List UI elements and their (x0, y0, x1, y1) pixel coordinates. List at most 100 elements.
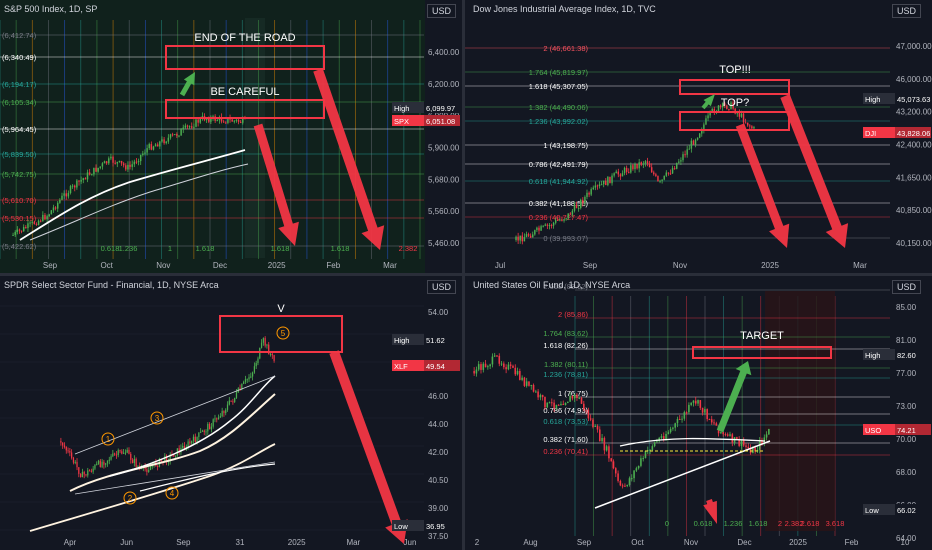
candle-body (78, 467, 80, 474)
candle-body (60, 441, 62, 443)
xlf-x-tick: Apr (64, 538, 77, 547)
xlf-high-badge-label: High (394, 336, 409, 345)
candle-body (707, 115, 709, 119)
dji-fib-label: 2 (46,661.38) (543, 44, 588, 53)
candle-body (120, 160, 123, 164)
candle-body (217, 417, 220, 420)
candle-body (640, 458, 642, 466)
candle-body (674, 423, 676, 428)
candle-body (612, 461, 615, 469)
candle-body (52, 207, 55, 211)
uso-x-tick: Aug (523, 538, 537, 547)
candle-body (208, 118, 210, 122)
uso-target-box (692, 346, 832, 359)
dji-annotation-top-question: TOP? (721, 97, 750, 109)
uso-annotation-target: TARGET (740, 330, 784, 342)
candle-body (680, 160, 682, 162)
candle-body (732, 102, 734, 109)
candle-body (246, 379, 248, 381)
spx-annotation-be-careful: BE CAREFUL (210, 86, 279, 98)
uso-fib-time-label: 1.236 (724, 519, 743, 528)
uso-fib-label: 1 (76.75) (558, 389, 589, 398)
dji-chart-panel[interactable]: Dow Jones Industrial Average Index, 1D, … (465, 0, 932, 273)
candle-body (122, 163, 125, 166)
candle-body (768, 428, 770, 435)
uso-fib-time-label: 2.382 (785, 519, 804, 528)
candle-body (178, 448, 180, 453)
xlf-y-tick: 54.00 (428, 308, 449, 317)
candle-body (48, 214, 50, 217)
candle-body (736, 112, 738, 114)
xlf-currency[interactable]: USD (427, 280, 457, 294)
candle-body (18, 229, 21, 231)
candle-body (65, 446, 67, 451)
uso-low-badge-label-bg (863, 504, 895, 515)
candle-body (484, 363, 487, 368)
dji-price-badge-value: 43,828.06 (897, 129, 930, 138)
spx-x-tick: Mar (383, 261, 397, 270)
candle-body (216, 418, 218, 420)
candle-body (659, 180, 661, 182)
candle-body (182, 445, 184, 448)
xlf-y-tick: 42.00 (428, 448, 449, 457)
candle-body (514, 367, 517, 375)
dji-high-badge-value-bg (895, 93, 931, 104)
dji-x-tick: Mar (853, 261, 867, 270)
candle-body (740, 113, 743, 117)
candle-body (212, 419, 214, 427)
candle-body (178, 135, 180, 137)
candle-body (517, 236, 519, 241)
candle-body (219, 416, 221, 418)
candle-body (729, 434, 731, 436)
candle-body (713, 108, 716, 113)
candle-body (149, 466, 152, 471)
candle-body (619, 480, 622, 486)
candle-body (523, 237, 526, 242)
xlf-wave-circle (123, 491, 137, 505)
candle-body (635, 468, 638, 471)
candle-body (507, 364, 510, 370)
candle-body (544, 397, 546, 408)
spx-price-badge-label: SPX (394, 117, 409, 126)
candle-body (632, 165, 634, 170)
candle-body (701, 130, 703, 134)
candle-body (63, 193, 65, 196)
spx-y-tick: 5,900.00 (428, 144, 460, 153)
candle-body (544, 224, 546, 226)
uso-fib-label: 1.618 (82.26) (543, 341, 588, 350)
uso-chart-panel[interactable]: United States Oil Fund, 1D, NYSE Arca US… (465, 276, 932, 550)
candle-body (137, 466, 139, 468)
candle-body (221, 410, 223, 417)
candle-body (180, 129, 182, 136)
xlf-high-badge-value: 51.62 (426, 336, 445, 345)
uso-low-badge-value: 66.02 (897, 506, 916, 515)
candle-body (25, 227, 27, 229)
candle-body (613, 173, 615, 176)
dji-fib-label: 1.382 (44,490.06) (529, 103, 589, 112)
spx-chart-panel[interactable]: S&P 500 Index, 1D, SP USD (6,412.74) (6,3… (0, 0, 462, 273)
uso-high-badge-label: High (865, 351, 880, 360)
candle-body (617, 473, 619, 481)
dji-currency[interactable]: USD (892, 4, 922, 18)
dji-x-tick: Jul (495, 261, 505, 270)
candle-body (189, 441, 191, 444)
spx-x-tick: 2025 (268, 261, 286, 270)
candle-body (99, 460, 101, 467)
uso-currency[interactable]: USD (892, 280, 922, 294)
candle-body (592, 419, 594, 427)
spx-currency[interactable]: USD (427, 4, 457, 18)
candle-body (580, 397, 583, 404)
candle-body (500, 363, 503, 365)
xlf-chart-panel[interactable]: SPDR Select Sector Fund - Financial, 1D,… (0, 276, 462, 550)
candle-body (257, 358, 259, 364)
candle-body (91, 174, 93, 176)
spx-fib-time-label: 1 (168, 244, 172, 253)
candle-body (678, 161, 680, 163)
candle-body (473, 371, 475, 374)
candle-body (569, 213, 572, 215)
uso-trendline (594, 440, 771, 509)
candle-body (210, 117, 212, 122)
candle-body (608, 446, 610, 459)
candle-body (37, 220, 40, 225)
candle-body (56, 202, 59, 209)
